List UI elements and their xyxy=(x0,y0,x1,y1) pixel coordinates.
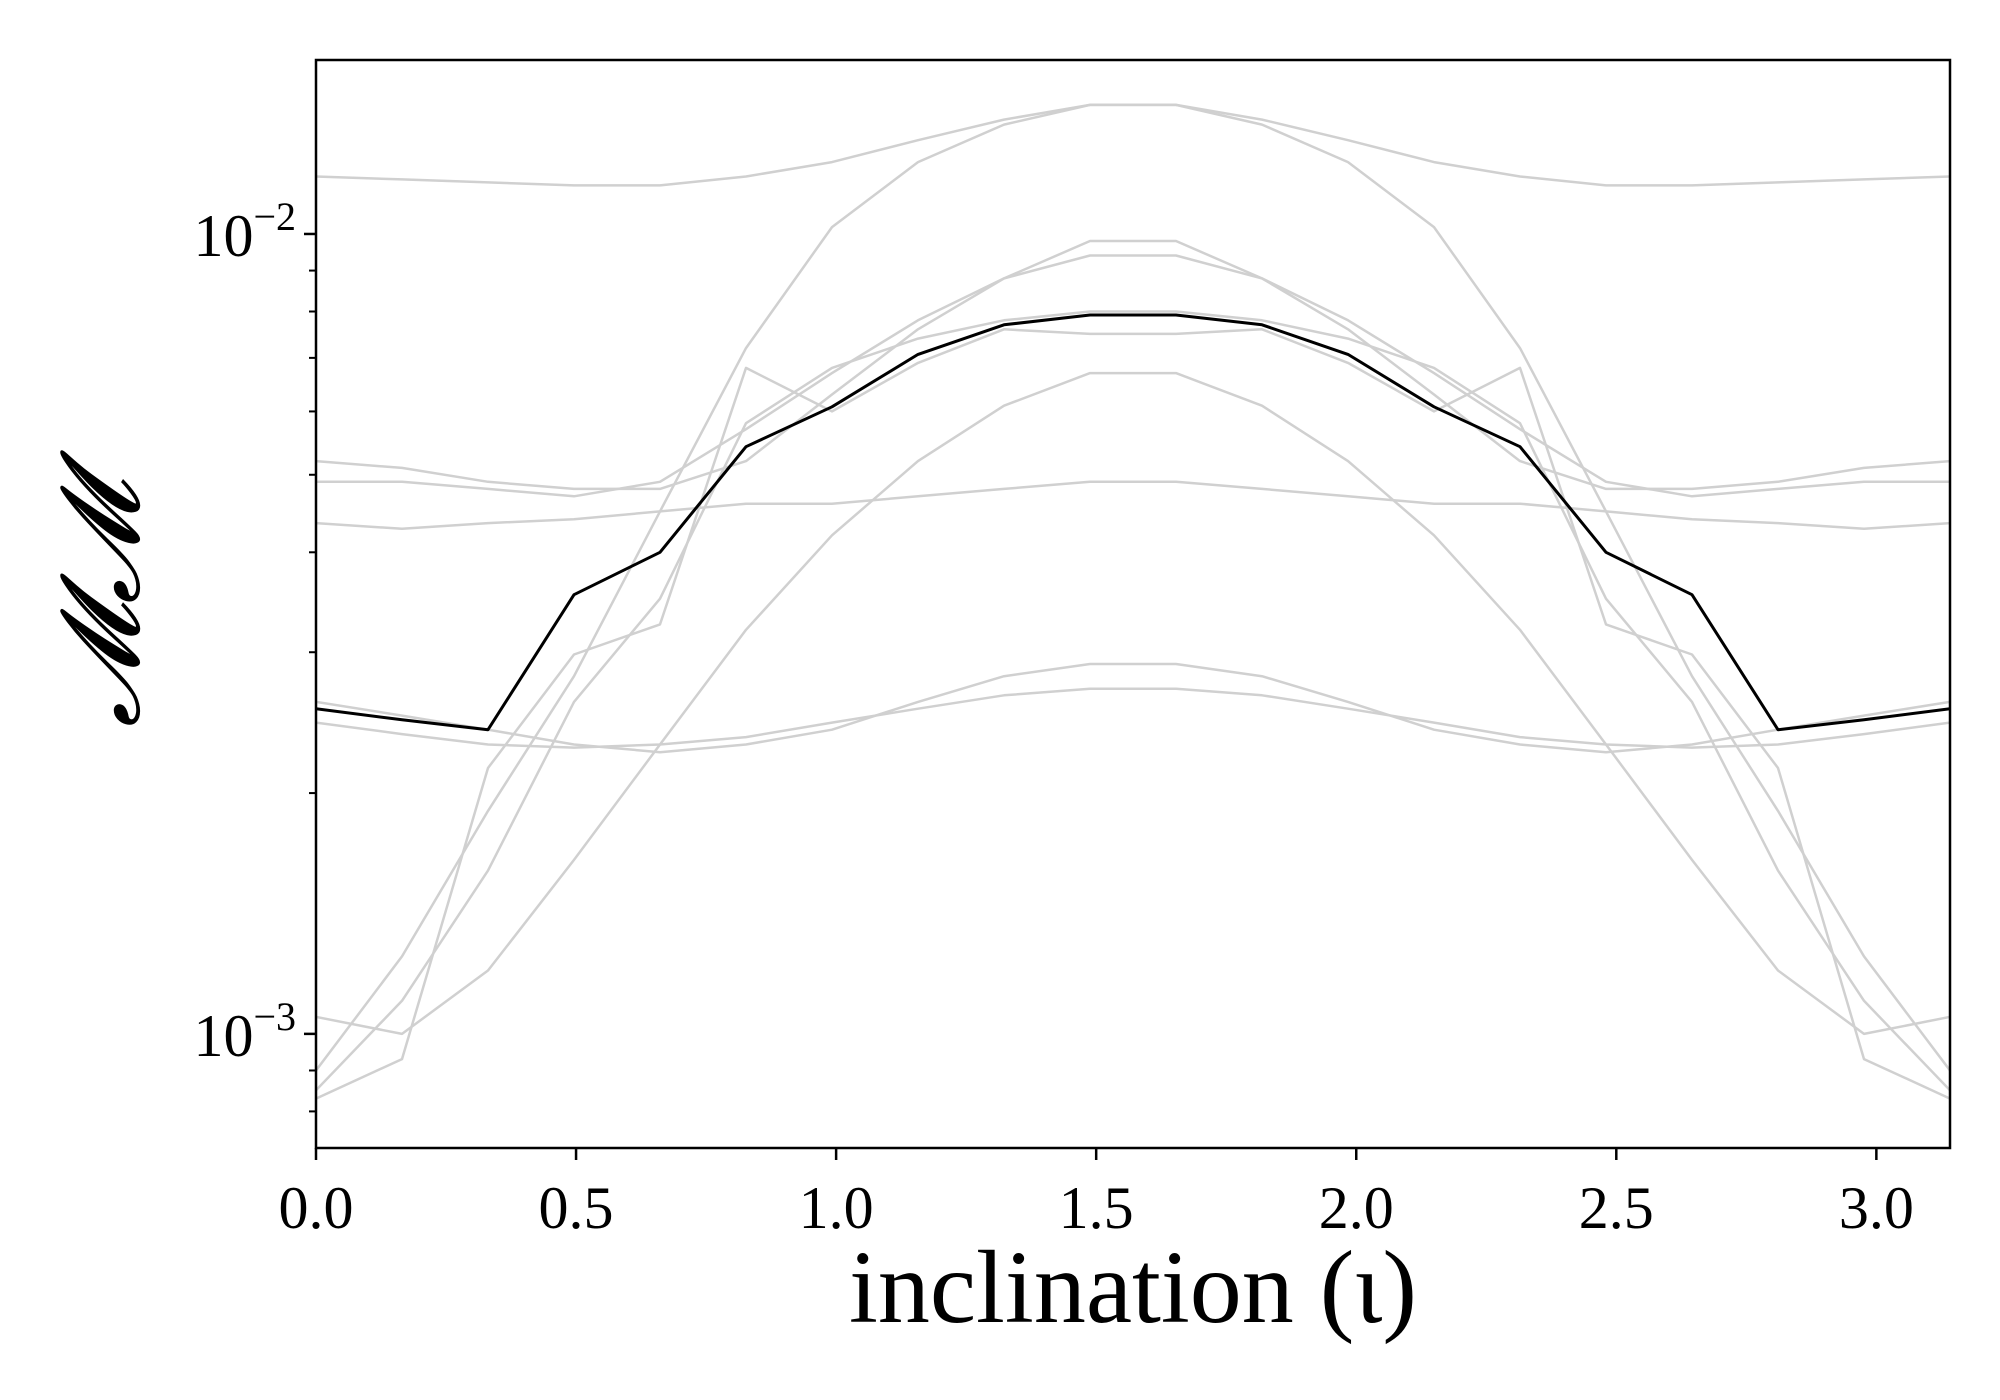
x-tick-label: 3.0 xyxy=(1839,1175,1914,1241)
series-line-grey-3 xyxy=(316,239,1950,491)
series-line-highlight xyxy=(316,313,1950,732)
series-line-grey-4 xyxy=(316,254,1950,498)
series-line-grey-10 xyxy=(316,687,1950,749)
x-axis-label: inclination (ι) xyxy=(849,1230,1417,1345)
series-line-grey-5 xyxy=(316,480,1950,531)
highlight-series-group xyxy=(316,313,1950,732)
y-axis-ticks: 10−3 10−2 xyxy=(193,194,316,1113)
y-tick-label: 10−2 xyxy=(193,194,296,269)
x-tick-label: 1.0 xyxy=(799,1175,874,1241)
series-line-grey-9 xyxy=(316,662,1950,754)
series-line-grey-6 xyxy=(316,371,1950,1036)
series-line-grey-8 xyxy=(316,328,1950,1100)
x-tick-label: 2.0 xyxy=(1319,1175,1394,1241)
x-axis-ticks: 0.0 0.5 1.0 1.5 2.0 2.5 3.0 xyxy=(279,1148,1914,1241)
x-tick-label: 0.5 xyxy=(539,1175,614,1241)
plot-frame xyxy=(314,58,1952,1150)
y-tick-label: 10−3 xyxy=(193,994,296,1069)
grey-series-group xyxy=(316,103,1950,1100)
series-line-grey-7 xyxy=(316,310,1950,1092)
y-axis-label: 𝓜𝓜 xyxy=(40,449,162,727)
x-tick-label: 1.5 xyxy=(1059,1175,1134,1241)
x-tick-label: 2.5 xyxy=(1579,1175,1654,1241)
x-tick-label: 0.0 xyxy=(279,1175,354,1241)
